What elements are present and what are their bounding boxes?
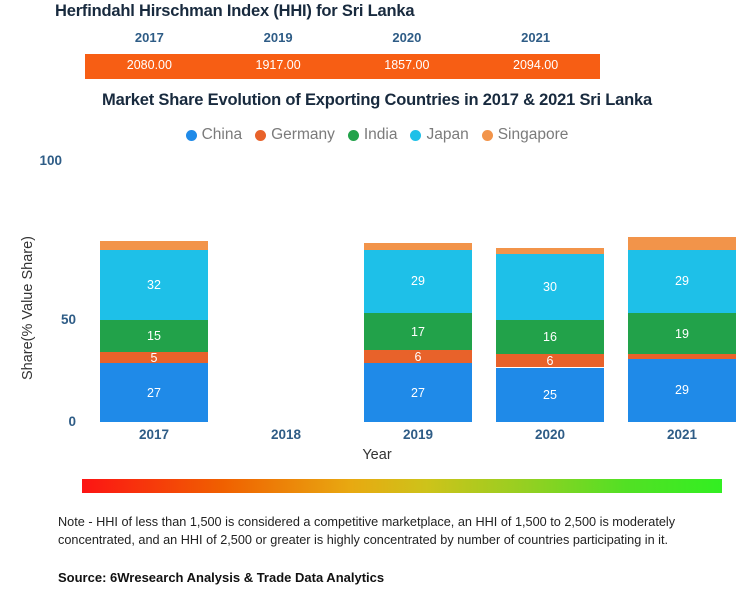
hhi-value-label: 1917.00 xyxy=(255,58,301,72)
hhi-year-label: 2019 xyxy=(263,30,293,45)
x-axis-tick-2021: 2021 xyxy=(666,427,698,442)
bar-segment-japan[interactable]: 32 xyxy=(100,249,208,320)
bar-segment-singapore[interactable] xyxy=(496,247,604,255)
bar-group-2018[interactable] xyxy=(232,0,340,600)
bar-segment-value: 32 xyxy=(147,277,161,292)
hhi-value-label: 2080.00 xyxy=(126,58,172,72)
bar-segment-germany[interactable]: 5 xyxy=(100,350,208,365)
legend-item-japan[interactable]: Japan xyxy=(410,126,469,144)
x-axis-tick-2019: 2019 xyxy=(402,427,434,442)
bar-segment-germany[interactable]: 6 xyxy=(496,353,604,368)
hhi-value-label: 1857.00 xyxy=(384,58,430,72)
bar-group-2021[interactable]: 29 19 29 xyxy=(628,0,736,600)
hhi-year-label: 2017 xyxy=(134,30,164,45)
bar-segment-china[interactable]: 25 xyxy=(496,367,604,422)
chart-title: Market Share Evolution of Exporting Coun… xyxy=(102,91,652,109)
bar-segment-value: 5 xyxy=(150,350,158,365)
x-axis-tick-2017: 2017 xyxy=(138,427,170,442)
bar-segment-singapore[interactable] xyxy=(100,241,208,250)
legend-label: Germany xyxy=(271,126,335,143)
bar-segment-value: 29 xyxy=(675,274,689,289)
y-axis-tick-0: 0 xyxy=(68,414,76,429)
footnote-note: Note - HHI of less than 1,500 is conside… xyxy=(58,515,676,547)
bar-segment-india[interactable]: 15 xyxy=(100,319,208,353)
footnote-source: Source: 6Wresearch Analysis & Trade Data… xyxy=(58,570,385,585)
legend-item-singapore[interactable]: Singapore xyxy=(481,126,569,144)
bar-segment-germany[interactable]: 6 xyxy=(364,349,472,364)
bar-segment-value: 25 xyxy=(543,387,557,402)
bar-segment-value: 29 xyxy=(411,274,425,289)
legend-dot-icon xyxy=(347,129,359,141)
bar-segment-value: 6 xyxy=(546,353,554,368)
bar-segment-value: 30 xyxy=(543,279,557,294)
bar-segment-india[interactable]: 19 xyxy=(628,313,736,355)
bar-segment-japan[interactable]: 29 xyxy=(628,249,736,313)
hhi-value-label: 2094.00 xyxy=(513,58,559,72)
bar-segment-india[interactable]: 16 xyxy=(496,319,604,355)
x-axis-title: Year xyxy=(362,447,392,463)
legend-label: Singapore xyxy=(497,126,569,143)
bar-segment-china[interactable]: 29 xyxy=(628,358,736,422)
legend-label: Japan xyxy=(426,126,469,143)
y-axis-tick-50: 50 xyxy=(60,312,76,327)
hhi-year-label: 2021 xyxy=(521,30,551,45)
legend-item-germany[interactable]: Germany xyxy=(255,126,335,144)
hhi-title: Herfindahl Hirschman Index (HHI) for Sri… xyxy=(55,2,415,20)
bar-segment-value: 19 xyxy=(675,326,689,341)
x-axis-tick-2018: 2018 xyxy=(270,427,302,442)
hhi-gradient-scale xyxy=(82,479,722,493)
legend-item-india[interactable]: India xyxy=(347,126,398,144)
bar-segment-value: 15 xyxy=(147,328,161,343)
bar-segment-value: 6 xyxy=(414,349,422,364)
bar-group-2017[interactable]: 27 5 15 32 xyxy=(100,0,208,600)
hhi-year-header-row: 2017 2019 2020 2021 xyxy=(85,30,600,50)
legend-label: China xyxy=(201,126,243,143)
legend-dot-icon xyxy=(255,129,267,141)
bar-segment-singapore[interactable] xyxy=(628,236,736,250)
bar-segment-india[interactable]: 17 xyxy=(364,313,472,351)
y-axis-tick-100: 100 xyxy=(39,153,62,168)
bar-segment-singapore[interactable] xyxy=(364,243,472,250)
bar-segment-germany[interactable] xyxy=(628,354,736,359)
chart-legend: China Germany India Japan Singapore xyxy=(0,126,754,144)
bar-segment-japan[interactable]: 30 xyxy=(496,254,604,320)
bar-segment-china[interactable]: 27 xyxy=(100,363,208,422)
bar-segment-value: 27 xyxy=(411,385,425,400)
bar-segment-value: 27 xyxy=(147,385,161,400)
hhi-year-label: 2020 xyxy=(392,30,422,45)
bar-segment-value: 17 xyxy=(411,324,425,339)
bar-segment-china[interactable]: 27 xyxy=(364,363,472,422)
legend-dot-icon xyxy=(410,129,422,141)
legend-dot-icon xyxy=(185,129,197,141)
legend-item-china[interactable]: China xyxy=(185,126,243,144)
legend-dot-icon xyxy=(481,129,493,141)
bar-segment-value: 29 xyxy=(675,383,689,398)
bar-group-2020[interactable]: 25 6 16 30 xyxy=(496,0,604,600)
legend-label: India xyxy=(363,126,398,143)
hhi-value-bar: 2080.00 1917.00 1857.00 2094.00 xyxy=(85,54,600,79)
bar-segment-value: 16 xyxy=(543,329,557,344)
x-axis-tick-2020: 2020 xyxy=(534,427,566,442)
bar-segment-japan[interactable]: 29 xyxy=(364,249,472,313)
y-axis-title: Share(% Value Share) xyxy=(20,236,36,381)
bar-group-2019[interactable]: 27 6 17 29 xyxy=(364,0,472,600)
